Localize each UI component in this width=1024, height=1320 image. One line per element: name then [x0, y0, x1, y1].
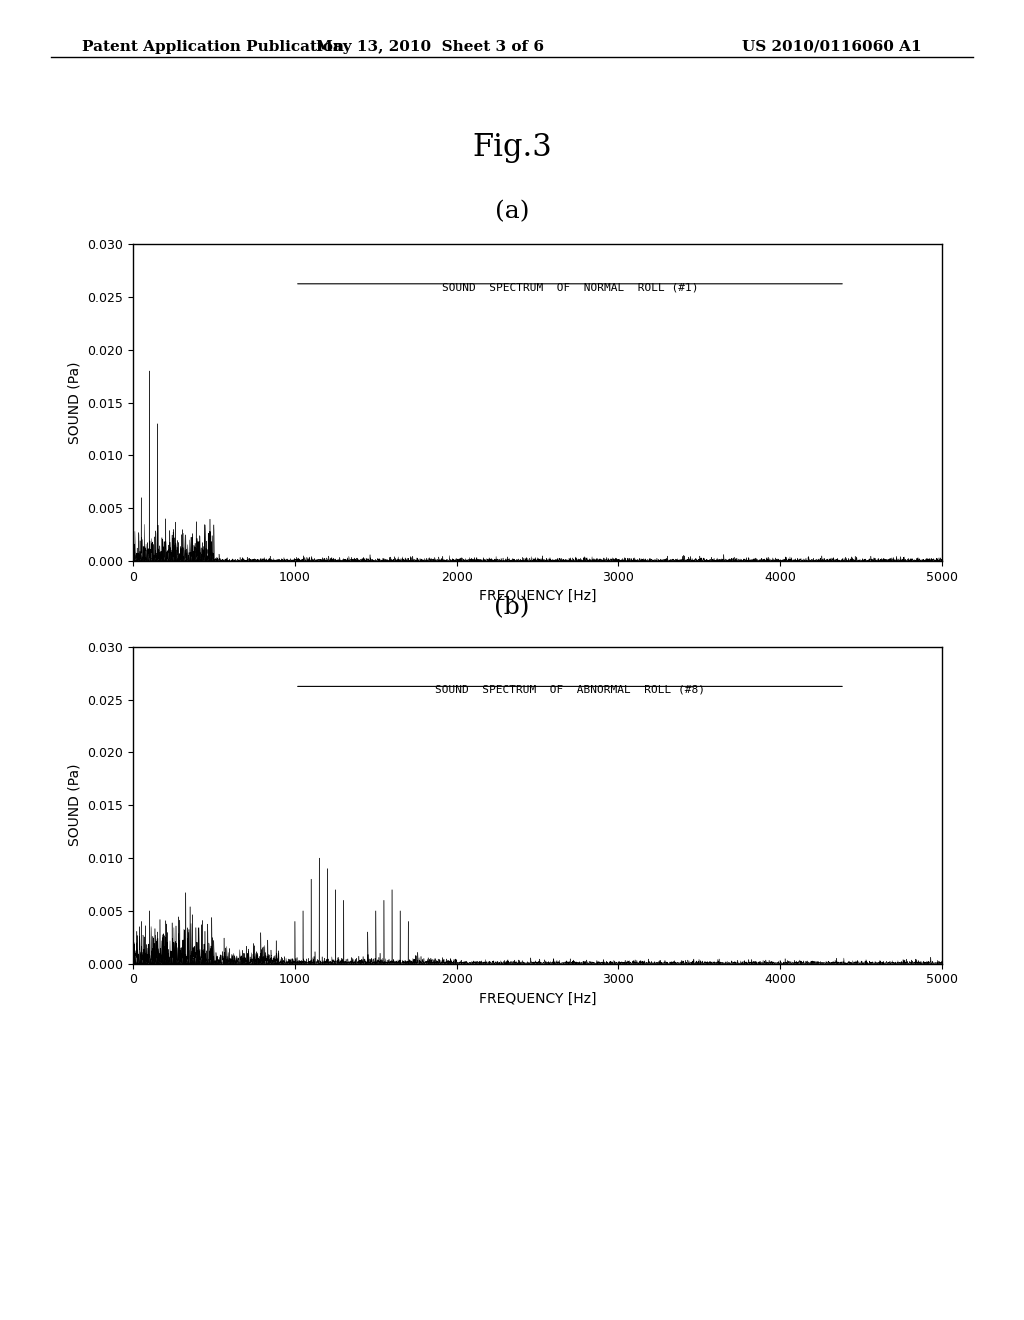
X-axis label: FREQUENCY [Hz]: FREQUENCY [Hz]: [479, 991, 596, 1006]
Text: (a): (a): [495, 201, 529, 223]
Text: May 13, 2010  Sheet 3 of 6: May 13, 2010 Sheet 3 of 6: [316, 40, 544, 54]
Text: SOUND  SPECTRUM  OF  NORMAL  ROLL (#1): SOUND SPECTRUM OF NORMAL ROLL (#1): [441, 282, 698, 292]
Y-axis label: SOUND (Pa): SOUND (Pa): [68, 362, 82, 444]
Text: SOUND  SPECTRUM  OF  ABNORMAL  ROLL (#8): SOUND SPECTRUM OF ABNORMAL ROLL (#8): [435, 685, 705, 694]
Text: Fig.3: Fig.3: [472, 132, 552, 162]
X-axis label: FREQUENCY [Hz]: FREQUENCY [Hz]: [479, 589, 596, 603]
Y-axis label: SOUND (Pa): SOUND (Pa): [68, 764, 82, 846]
Text: (b): (b): [495, 597, 529, 619]
Text: Patent Application Publication: Patent Application Publication: [82, 40, 344, 54]
Text: US 2010/0116060 A1: US 2010/0116060 A1: [742, 40, 922, 54]
